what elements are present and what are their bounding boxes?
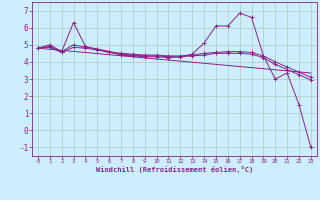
- X-axis label: Windchill (Refroidissement éolien,°C): Windchill (Refroidissement éolien,°C): [96, 166, 253, 173]
